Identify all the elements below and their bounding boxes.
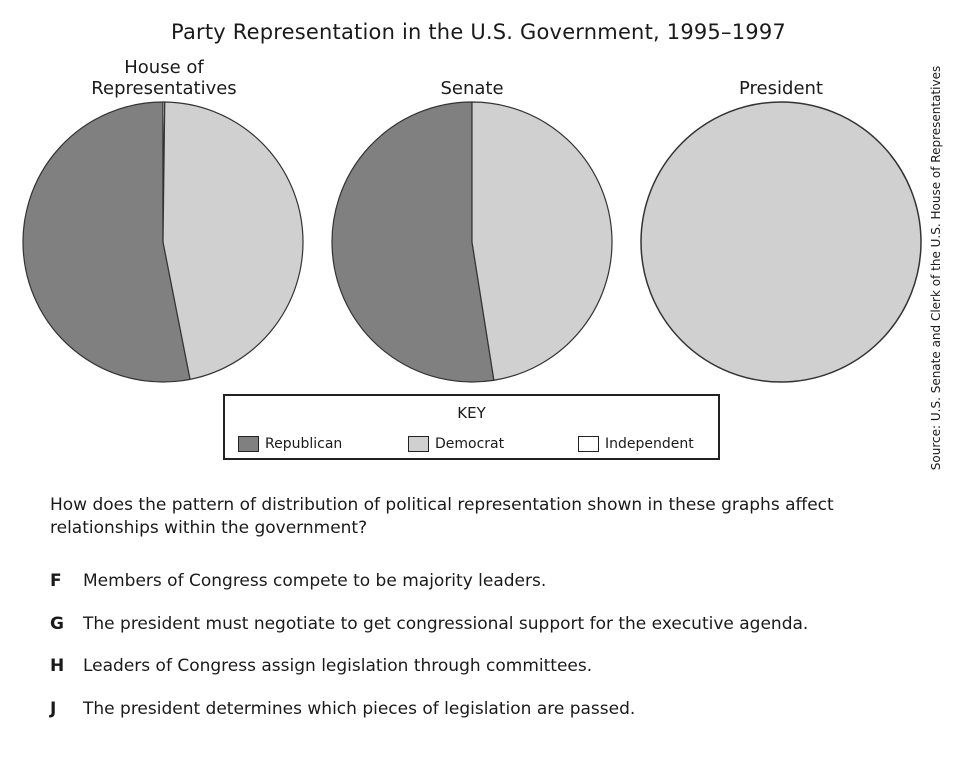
question-text: How does the pattern of distribution of …: [50, 495, 834, 538]
option-h-letter: H: [50, 656, 65, 676]
legend-item-republican: Republican: [238, 436, 342, 452]
slice-republican: [331, 101, 495, 383]
president-chart-title: President: [681, 78, 881, 99]
option-g[interactable]: G The president must negotiate to get con…: [50, 613, 808, 635]
option-f[interactable]: F Members of Congress compete to be major…: [50, 570, 546, 592]
figure-title: Party Representation in the U.S. Governm…: [171, 20, 786, 44]
pie-charts: [22, 101, 922, 383]
democrat-swatch: [408, 436, 429, 452]
house-title-line-2: Representatives: [91, 78, 237, 99]
legend-title: KEY: [457, 404, 486, 422]
legend: KEY Republican Democrat Independent: [223, 394, 720, 460]
senate-pie: [331, 101, 613, 383]
option-f-letter: F: [50, 571, 62, 591]
legend-label-independent: Independent: [605, 436, 694, 452]
option-j-text: The president determines which pieces of…: [83, 699, 636, 719]
option-j-letter: J: [50, 699, 57, 719]
slice-democrat: [471, 101, 613, 381]
option-h[interactable]: H Leaders of Congress assign legislation …: [50, 655, 592, 677]
legend-item-independent: Independent: [578, 436, 694, 452]
slice-democrat: [162, 101, 304, 380]
house-title-line-1: House of: [124, 57, 204, 78]
source-text: Source: U.S. Senate and Clerk of the U.S…: [929, 65, 943, 471]
legend-label-democrat: Democrat: [435, 436, 505, 452]
slice-republican: [22, 101, 191, 383]
option-h-text: Leaders of Congress assign legislation t…: [83, 656, 593, 676]
president-title-line-1: President: [739, 78, 823, 99]
legend-item-democrat: Democrat: [408, 436, 504, 452]
option-j[interactable]: J The president determines which pieces o…: [50, 698, 635, 720]
independent-swatch: [578, 436, 599, 452]
option-g-letter: G: [50, 614, 64, 634]
house-chart-title: House of Representatives: [64, 57, 264, 99]
president-pie: [640, 101, 922, 383]
option-f-text: Members of Congress compete to be majori…: [83, 571, 547, 591]
senate-chart-title: Senate: [372, 78, 572, 99]
republican-swatch: [238, 436, 259, 452]
legend-label-republican: Republican: [265, 436, 343, 452]
slice-democrat: [640, 101, 922, 383]
house-pie: [22, 101, 304, 383]
senate-title-line-1: Senate: [440, 78, 504, 99]
option-g-text: The president must negotiate to get cong…: [83, 614, 809, 634]
